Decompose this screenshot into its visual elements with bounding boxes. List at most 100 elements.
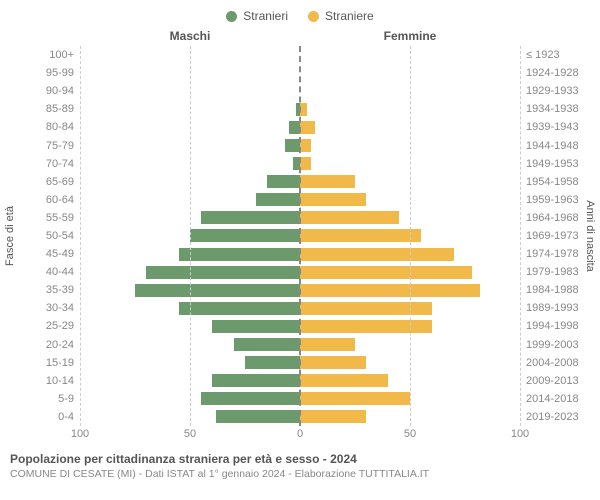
- bar-male: [212, 374, 300, 387]
- age-label: 75-79: [22, 136, 74, 154]
- col-title-left: Maschi: [80, 29, 300, 43]
- yaxis-left-title: Fasce di età: [4, 206, 16, 266]
- gridline: [520, 46, 521, 426]
- bar-female: [300, 302, 432, 315]
- bar-female: [300, 121, 315, 134]
- legend: Stranieri Straniere: [0, 0, 600, 26]
- xtick-label: 50: [404, 428, 416, 440]
- age-label: 15-19: [22, 354, 74, 372]
- age-label: 60-64: [22, 191, 74, 209]
- bar-female: [300, 229, 421, 242]
- birth-label: 1939-1943: [526, 118, 578, 136]
- bar-male: [179, 302, 300, 315]
- bar-female: [300, 248, 454, 261]
- birth-label: 1979-1983: [526, 263, 578, 281]
- age-label: 100+: [22, 46, 74, 64]
- birth-label: 1929-1933: [526, 82, 578, 100]
- bar-female: [300, 157, 311, 170]
- birth-label: 2019-2023: [526, 408, 578, 426]
- age-label: 50-54: [22, 227, 74, 245]
- xaxis: 100 50 0 50 100: [0, 426, 600, 448]
- age-label: 55-59: [22, 209, 74, 227]
- bar-male: [146, 266, 300, 279]
- birth-label: 1989-1993: [526, 299, 578, 317]
- bar-female: [300, 139, 311, 152]
- col-title-right: Femmine: [300, 29, 520, 43]
- age-label: 65-69: [22, 173, 74, 191]
- plot-area: Fasce di età 100+95-9990-9485-8980-8475-…: [0, 46, 600, 426]
- age-label: 0-4: [22, 408, 74, 426]
- birth-label: 1974-1978: [526, 245, 578, 263]
- bar-male: [212, 320, 300, 333]
- bar-female: [300, 193, 366, 206]
- age-label: 95-99: [22, 64, 74, 82]
- bar-male: [234, 338, 300, 351]
- birth-label: 2004-2008: [526, 354, 578, 372]
- legend-dot-male: [226, 11, 237, 22]
- bar-male: [245, 356, 300, 369]
- column-titles: Maschi Femmine: [0, 26, 600, 46]
- birth-label: 1999-2003: [526, 336, 578, 354]
- bar-male: [285, 139, 300, 152]
- bar-male: [179, 248, 300, 261]
- bar-male: [216, 410, 300, 423]
- birth-label: 1949-1953: [526, 155, 578, 173]
- xaxis-ticks: 10050050100: [80, 426, 520, 448]
- birth-label: 1944-1948: [526, 136, 578, 154]
- gridline: [410, 46, 411, 426]
- age-label: 20-24: [22, 336, 74, 354]
- legend-item-male: Stranieri: [226, 9, 288, 23]
- bar-male: [201, 392, 300, 405]
- xtick-label: 100: [71, 428, 89, 440]
- birth-label: 1964-1968: [526, 209, 578, 227]
- gridline: [190, 46, 191, 426]
- bar-female: [300, 284, 480, 297]
- age-label: 30-34: [22, 299, 74, 317]
- bar-female: [300, 320, 432, 333]
- pyramid-plot: [80, 46, 520, 426]
- birth-label: 1934-1938: [526, 100, 578, 118]
- yaxis-left-labels: 100+95-9990-9485-8980-8475-7970-7465-696…: [22, 46, 80, 426]
- legend-item-female: Straniere: [308, 9, 374, 23]
- bar-male: [267, 175, 300, 188]
- age-label: 85-89: [22, 100, 74, 118]
- xtick-label: 50: [184, 428, 196, 440]
- footer-subtitle: COMUNE DI CESATE (MI) - Dati ISTAT al 1°…: [10, 468, 590, 480]
- birth-label: 2009-2013: [526, 372, 578, 390]
- bar-female: [300, 374, 388, 387]
- birth-label: 1969-1973: [526, 227, 578, 245]
- age-label: 5-9: [22, 390, 74, 408]
- bar-male: [190, 229, 300, 242]
- bar-female: [300, 211, 399, 224]
- age-label: 25-29: [22, 317, 74, 335]
- age-label: 70-74: [22, 155, 74, 173]
- yaxis-right-title: Anni di nascita: [584, 200, 596, 272]
- bar-female: [300, 410, 366, 423]
- legend-label-female: Straniere: [325, 9, 374, 23]
- legend-dot-female: [308, 11, 319, 22]
- bar-male: [135, 284, 300, 297]
- bar-male: [256, 193, 300, 206]
- bar-female: [300, 266, 472, 279]
- bar-female: [300, 338, 355, 351]
- birth-label: 2014-2018: [526, 390, 578, 408]
- bar-female: [300, 356, 366, 369]
- xtick-label: 100: [511, 428, 529, 440]
- birth-label: 1959-1963: [526, 191, 578, 209]
- center-axis-line: [299, 46, 301, 426]
- birth-label: 1994-1998: [526, 317, 578, 335]
- age-label: 40-44: [22, 263, 74, 281]
- yaxis-right-labels: ≤ 19231924-19281929-19331934-19381939-19…: [520, 46, 578, 426]
- chart-footer: Popolazione per cittadinanza straniera p…: [0, 448, 600, 480]
- birth-label: 1954-1958: [526, 173, 578, 191]
- bar-male: [201, 211, 300, 224]
- xtick-label: 0: [297, 428, 303, 440]
- birth-label: ≤ 1923: [526, 46, 578, 64]
- birth-label: 1924-1928: [526, 64, 578, 82]
- age-label: 80-84: [22, 118, 74, 136]
- age-label: 45-49: [22, 245, 74, 263]
- age-label: 10-14: [22, 372, 74, 390]
- legend-label-male: Stranieri: [243, 9, 288, 23]
- age-label: 35-39: [22, 281, 74, 299]
- bar-female: [300, 175, 355, 188]
